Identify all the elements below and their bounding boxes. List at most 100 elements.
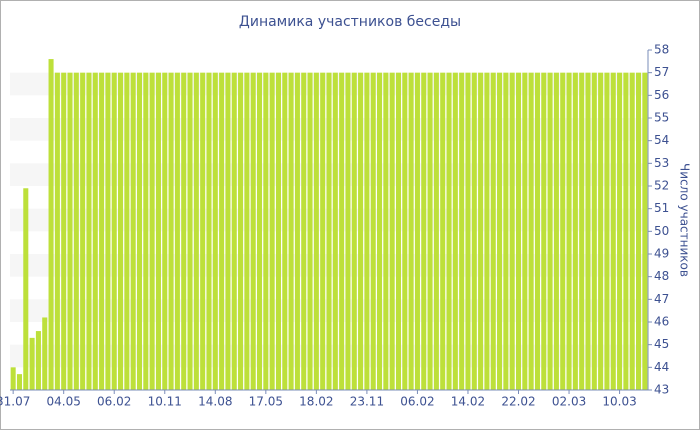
bar bbox=[339, 72, 345, 391]
x-tick-label: 10.03 bbox=[602, 395, 636, 409]
bar bbox=[275, 72, 281, 391]
y-tick-label: 43 bbox=[654, 383, 669, 397]
bar bbox=[490, 72, 496, 391]
y-tick-label: 56 bbox=[654, 88, 669, 102]
bar bbox=[459, 72, 465, 391]
bar bbox=[497, 72, 503, 391]
bar bbox=[73, 72, 79, 391]
x-tick-label: 02.03 bbox=[552, 395, 586, 409]
bar bbox=[383, 72, 389, 391]
y-tick-label: 55 bbox=[654, 111, 669, 125]
bar bbox=[42, 317, 48, 390]
bar bbox=[67, 72, 73, 391]
bar bbox=[446, 72, 452, 391]
bar bbox=[433, 72, 439, 391]
bar bbox=[484, 72, 490, 391]
bar bbox=[591, 72, 597, 391]
y-tick-label: 46 bbox=[654, 315, 669, 329]
bar bbox=[642, 72, 648, 391]
bar bbox=[635, 72, 642, 391]
bar bbox=[136, 72, 143, 391]
bar bbox=[200, 72, 206, 391]
bar bbox=[301, 72, 307, 391]
bar bbox=[29, 337, 35, 390]
bar bbox=[326, 72, 332, 391]
bar bbox=[282, 72, 288, 391]
bar bbox=[225, 72, 231, 391]
bar bbox=[408, 72, 414, 391]
bar bbox=[414, 72, 420, 391]
bar bbox=[48, 59, 54, 391]
bar bbox=[440, 72, 446, 391]
x-tick-label: 18.02 bbox=[299, 395, 333, 409]
bar bbox=[585, 72, 591, 391]
bar bbox=[307, 72, 313, 391]
bar bbox=[294, 72, 300, 391]
bar bbox=[35, 331, 41, 390]
bar bbox=[541, 72, 547, 391]
bar bbox=[99, 72, 105, 391]
bar bbox=[534, 72, 540, 391]
bar bbox=[143, 72, 149, 391]
bar bbox=[256, 72, 263, 391]
y-tick-label: 47 bbox=[654, 292, 669, 306]
bar bbox=[187, 72, 193, 391]
bar bbox=[263, 72, 269, 391]
bar bbox=[471, 72, 477, 391]
bar bbox=[604, 72, 610, 391]
bar bbox=[238, 72, 244, 391]
bar bbox=[358, 72, 364, 391]
bar bbox=[80, 72, 86, 391]
bar bbox=[244, 72, 250, 391]
bar bbox=[61, 72, 67, 391]
x-tick-label: 14.08 bbox=[198, 395, 232, 409]
x-tick-label: 31.07 bbox=[0, 395, 30, 409]
bar bbox=[105, 72, 111, 391]
bar bbox=[16, 374, 23, 390]
bar bbox=[155, 72, 161, 391]
x-tick-label: 06.02 bbox=[97, 395, 131, 409]
bar bbox=[351, 72, 357, 391]
y-tick-label: 58 bbox=[654, 43, 669, 57]
bar bbox=[560, 72, 566, 391]
bar bbox=[364, 72, 370, 391]
y-tick-label: 49 bbox=[654, 247, 669, 261]
bar bbox=[111, 72, 117, 391]
x-tick-label: 17.05 bbox=[249, 395, 283, 409]
bar bbox=[421, 72, 427, 391]
x-tick-label: 22.02 bbox=[501, 395, 535, 409]
bar bbox=[23, 188, 29, 390]
y-tick-label: 44 bbox=[654, 360, 669, 374]
bar bbox=[377, 72, 383, 391]
bar bbox=[553, 72, 559, 391]
bar bbox=[610, 72, 616, 391]
x-tick-label: 10.11 bbox=[148, 395, 182, 409]
bar bbox=[515, 72, 522, 391]
bar bbox=[427, 72, 433, 391]
bar bbox=[566, 72, 572, 391]
y-tick-label: 51 bbox=[654, 201, 669, 215]
x-tick-label: 06.02 bbox=[400, 395, 434, 409]
x-tick-label: 04.05 bbox=[47, 395, 81, 409]
bar bbox=[345, 72, 351, 391]
bar bbox=[572, 72, 578, 391]
bar bbox=[522, 72, 528, 391]
y-tick-label: 50 bbox=[654, 224, 669, 238]
y-tick-label: 45 bbox=[654, 337, 669, 351]
bar bbox=[250, 72, 256, 391]
bar bbox=[478, 72, 484, 391]
bar bbox=[629, 72, 635, 391]
bar bbox=[452, 72, 458, 391]
y-tick-label: 54 bbox=[654, 133, 669, 147]
bar bbox=[10, 367, 16, 390]
bar bbox=[370, 72, 376, 391]
y-tick-label: 48 bbox=[654, 269, 669, 283]
bar bbox=[118, 72, 124, 391]
bar bbox=[288, 72, 294, 391]
bar bbox=[212, 72, 218, 391]
bar bbox=[219, 72, 225, 391]
bar bbox=[174, 72, 180, 391]
y-tick-label: 57 bbox=[654, 65, 669, 79]
